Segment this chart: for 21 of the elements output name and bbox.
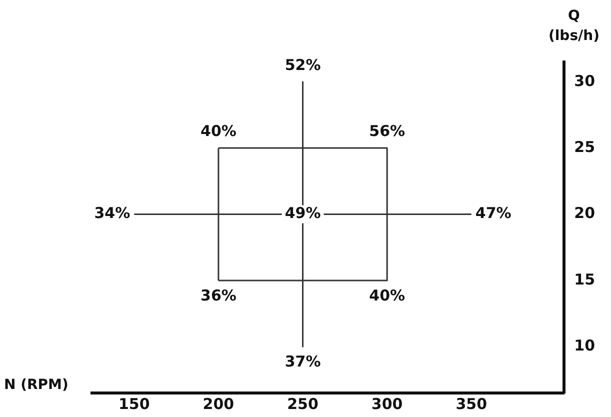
y-tick-label: 30 bbox=[574, 72, 595, 90]
y-tick-label: 25 bbox=[574, 138, 595, 156]
annotation: 47% bbox=[475, 204, 512, 222]
x-tick-label: 300 bbox=[371, 394, 403, 413]
x-tick-label: 350 bbox=[456, 394, 488, 413]
x-tick-label: 150 bbox=[118, 394, 150, 413]
x-axis-title: N (RPM) bbox=[4, 377, 68, 393]
annotation: 36% bbox=[200, 286, 236, 304]
y-tick-label: 20 bbox=[574, 204, 595, 222]
annotation: 40% bbox=[200, 122, 236, 140]
annotation: 40% bbox=[369, 286, 406, 304]
y-tick-label: 15 bbox=[574, 270, 595, 288]
annotation: 56% bbox=[369, 122, 406, 140]
y-axis-title: Q (lbs/h) bbox=[547, 7, 601, 46]
annotation: 34% bbox=[94, 204, 130, 222]
annotation: 37% bbox=[284, 352, 321, 371]
y-tick-label: 10 bbox=[574, 336, 595, 355]
x-tick-label: 200 bbox=[202, 394, 234, 413]
annotation: 52% bbox=[284, 56, 321, 74]
annotation: 49% bbox=[284, 204, 321, 222]
x-tick-label: 250 bbox=[287, 394, 318, 413]
